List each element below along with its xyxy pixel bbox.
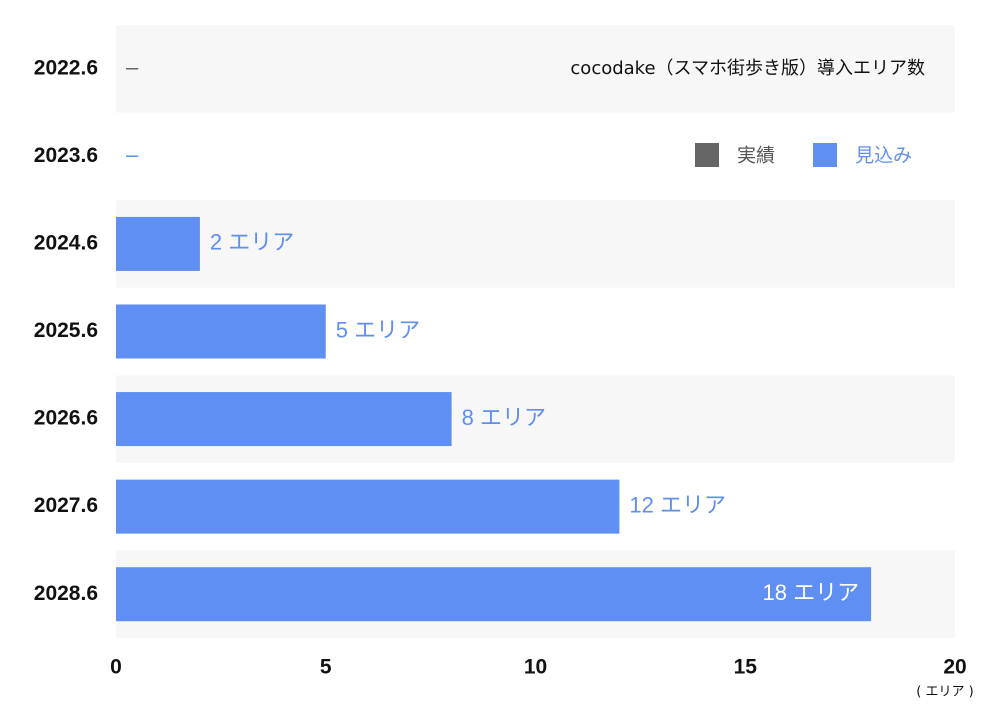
y-tick-label: 2025.6: [34, 319, 98, 342]
y-tick-label: 2027.6: [34, 494, 98, 517]
x-axis-label: ( エリア ): [916, 685, 973, 700]
bar: [116, 216, 200, 271]
x-tick-label: 5: [320, 656, 332, 679]
value-label: 8 エリア: [462, 405, 546, 430]
y-tick-label: 2022.6: [34, 56, 98, 79]
legend-swatch: [813, 143, 838, 167]
value-label: 12 エリア: [629, 492, 726, 517]
bar: [116, 392, 452, 447]
value-label: 5 エリア: [336, 317, 420, 342]
bar: [116, 567, 872, 622]
y-tick-label: 2026.6: [34, 407, 98, 430]
legend-label: 見込み: [855, 145, 912, 167]
y-tick-label: 2023.6: [34, 144, 98, 167]
chart-title: cocodake（スマホ街歩き版）導入エリア数: [570, 58, 925, 79]
value-label: 2 エリア: [210, 230, 294, 255]
value-label: –: [126, 55, 139, 80]
y-tick-label: 2028.6: [34, 582, 98, 605]
value-label: 18 エリア: [763, 580, 860, 605]
x-tick-label: 10: [524, 656, 547, 679]
bar: [116, 479, 620, 534]
x-tick-label: 20: [943, 656, 966, 679]
row-stripe: [116, 25, 955, 113]
bar: [116, 304, 326, 359]
y-tick-label: 2024.6: [34, 231, 98, 254]
x-tick-label: 0: [110, 656, 122, 679]
legend-label: 実績: [737, 145, 775, 167]
row-stripes: [116, 25, 955, 638]
row-stripe: [116, 200, 955, 288]
value-label: –: [126, 142, 139, 167]
legend-swatch: [695, 143, 719, 167]
x-tick-label: 15: [734, 656, 758, 679]
